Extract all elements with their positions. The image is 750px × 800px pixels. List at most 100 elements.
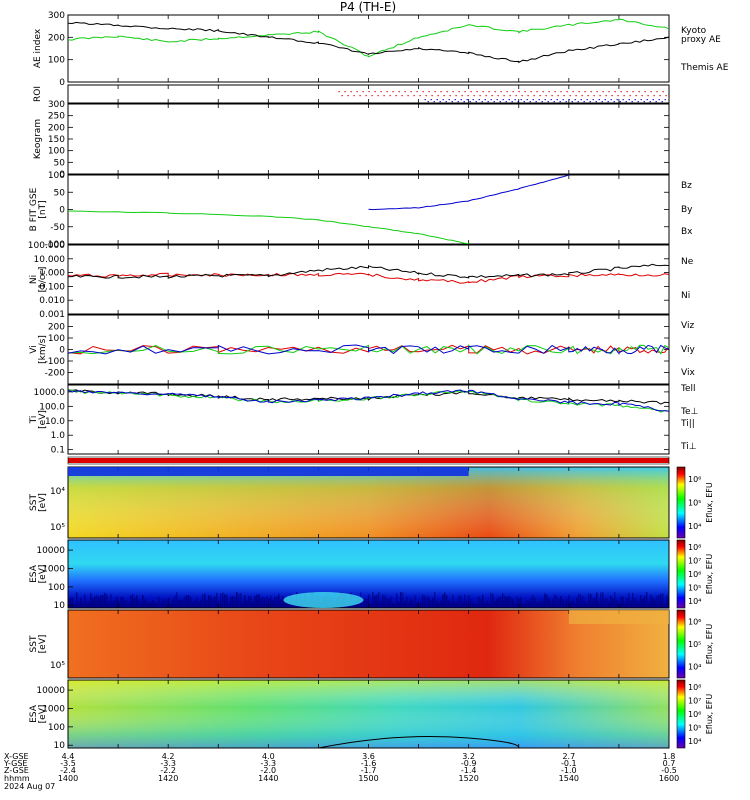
esa-ion-noise xyxy=(492,593,494,608)
esa-ion-noise xyxy=(174,595,176,608)
series-line-red xyxy=(67,272,670,284)
esa-ion-noise xyxy=(70,597,72,608)
esa-ion-noise xyxy=(506,596,508,608)
esa-ion-noise xyxy=(98,596,100,608)
y-axis-label-text: AE index xyxy=(33,28,43,68)
roi-dot xyxy=(380,91,382,93)
mode-bar-frame xyxy=(67,456,670,465)
esa-ion-noise xyxy=(134,598,136,608)
esa-ion-noise xyxy=(582,596,584,608)
esa-ion-noise xyxy=(446,595,448,608)
esa-ion-noise xyxy=(288,602,290,608)
roi-dot xyxy=(584,91,586,93)
colorbar-tick: 10⁶ xyxy=(688,617,701,626)
y-tick-label: 10⁴ xyxy=(50,487,65,497)
esa-ion-noise xyxy=(396,593,398,608)
esa-ion-noise xyxy=(428,596,430,608)
esa-ion-noise xyxy=(208,595,210,608)
colorbar-tick: 10⁷ xyxy=(688,696,701,705)
esa-ion-noise xyxy=(520,597,522,608)
esa-ion-noise xyxy=(608,601,610,608)
y-axis-label-text: ESA xyxy=(29,564,39,583)
esa-ion-noise xyxy=(186,595,188,608)
y-tick-label: 10000 xyxy=(36,546,65,556)
y-axis-label-text: [eV] xyxy=(38,635,48,654)
esa-ion-noise xyxy=(478,596,480,608)
y-tick-label: 1000.0 xyxy=(34,388,66,398)
roi-dot xyxy=(463,101,465,103)
roi-dot xyxy=(575,95,577,97)
roi-dot xyxy=(625,101,627,103)
esa-ion-noise xyxy=(246,600,248,608)
colorbar-tick: 10⁵ xyxy=(688,584,701,593)
y-tick-label: 0 xyxy=(59,346,65,356)
roi-dot xyxy=(580,99,582,101)
esa-ion-noise xyxy=(128,602,130,608)
time-axis-hhmm: 1600 xyxy=(659,774,679,783)
y-axis-label: Keogram xyxy=(33,119,43,159)
mode-bar xyxy=(68,458,669,463)
esa-ion-noise xyxy=(278,594,280,608)
roi-dot xyxy=(407,95,409,97)
esa-ion-noise xyxy=(196,597,198,608)
roi-dot xyxy=(401,95,403,97)
esa-ion-noise xyxy=(528,601,530,608)
y-tick-label: -50 xyxy=(50,223,65,233)
esa-ion-noise xyxy=(434,592,436,608)
esa-ion-noise xyxy=(282,596,284,608)
esa-ion-noise xyxy=(646,592,648,608)
esa-ion-noise xyxy=(72,597,74,608)
roi-dot xyxy=(494,91,496,93)
roi-dot xyxy=(419,95,421,97)
esa-ion-noise xyxy=(580,594,582,608)
roi-dot xyxy=(587,95,589,97)
roi-dot xyxy=(574,99,576,101)
esa-ion-noise xyxy=(160,602,162,608)
time-axis-xgse: 3.2 xyxy=(462,752,475,761)
roi-dot xyxy=(469,101,471,103)
roi-dot xyxy=(488,91,490,93)
y-axis-label: ROI xyxy=(33,86,43,102)
colorbar-tick: 10⁶ xyxy=(688,570,701,579)
esa-ion-noise xyxy=(554,594,556,608)
esa-ion-noise xyxy=(194,600,196,608)
roi-dot xyxy=(631,101,633,103)
y-tick-label: 200 xyxy=(48,33,65,43)
colorbar-tick: 10⁸ xyxy=(688,683,701,692)
y-tick-label: -200 xyxy=(45,369,66,379)
esa-ion-noise xyxy=(388,599,390,608)
esa-ion-noise xyxy=(398,601,400,608)
y-axis-label-text: [km/s] xyxy=(38,335,48,364)
esa-ion-noise xyxy=(598,602,600,608)
esa-ion-noise xyxy=(584,601,586,608)
roi-dot xyxy=(443,95,445,97)
roi-dot xyxy=(433,101,435,103)
esa-ion-noise xyxy=(118,600,120,608)
esa-ion-noise xyxy=(658,594,660,608)
colorbar-tick: 10⁴ xyxy=(688,597,701,606)
roi-dot xyxy=(586,99,588,101)
esa-ion-noise xyxy=(562,599,564,608)
esa-ion-noise xyxy=(504,595,506,608)
esa-ion-noise xyxy=(648,603,650,608)
legend-label: Te⊥ xyxy=(680,407,699,417)
esa-ion-noise xyxy=(68,599,70,608)
esa-ion-noise xyxy=(534,597,536,608)
y-tick-label: 1000 xyxy=(42,564,65,574)
esa-ion-noise xyxy=(654,599,656,608)
esa-ion-noise xyxy=(400,592,402,608)
roi-dot xyxy=(508,99,510,101)
roi-dot xyxy=(602,91,604,93)
esa-ion-noise xyxy=(404,601,406,608)
esa-ion-noise xyxy=(470,598,472,608)
esa-ion-noise xyxy=(362,603,364,608)
y-axis-label-text: [1/cc] xyxy=(38,267,48,293)
esa-ion-noise xyxy=(606,598,608,608)
esa-ion-noise xyxy=(378,592,380,608)
esa-ion-noise xyxy=(432,598,434,608)
roi-dot xyxy=(473,95,475,97)
esa-ion-noise xyxy=(394,603,396,608)
roi-dot xyxy=(341,95,343,97)
roi-dot xyxy=(506,91,508,93)
roi-dot xyxy=(601,101,603,103)
